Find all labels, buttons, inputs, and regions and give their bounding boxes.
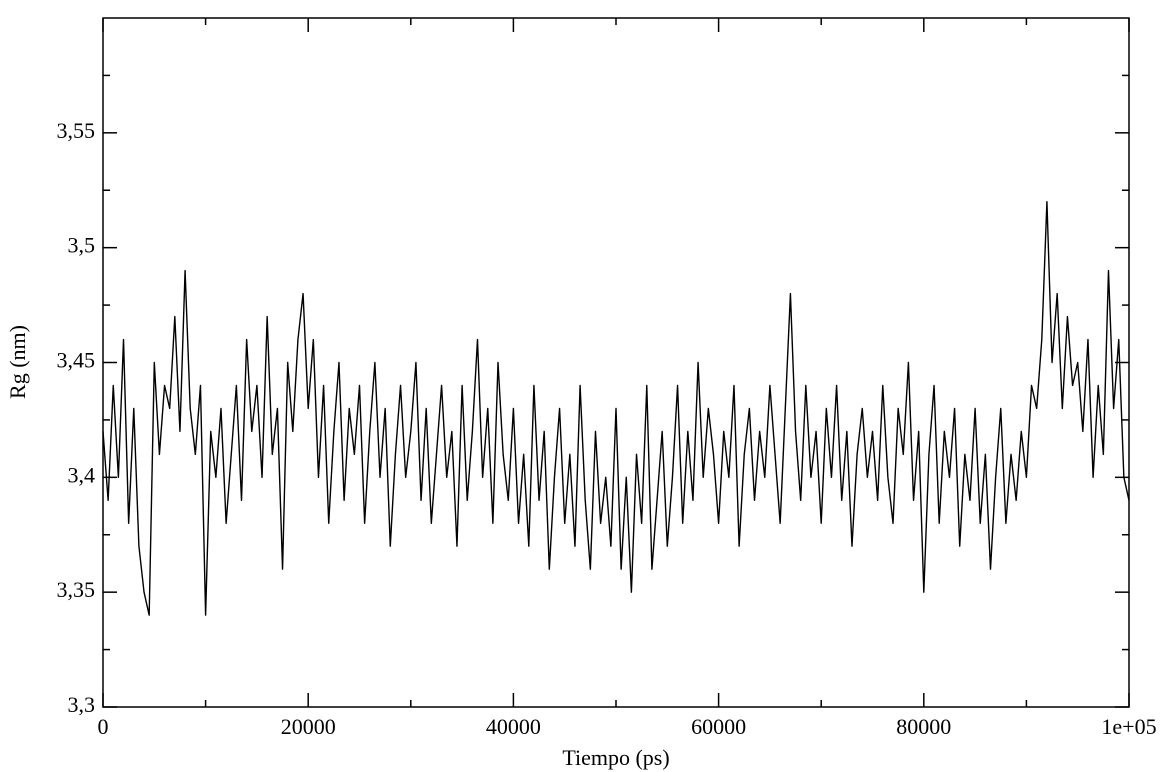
x-tick-label: 20000 <box>281 714 336 739</box>
x-tick-label: 40000 <box>486 714 541 739</box>
y-tick-label: 3,4 <box>68 462 96 487</box>
y-tick-label: 3,55 <box>57 118 96 143</box>
y-tick-label: 3,3 <box>68 692 96 717</box>
x-tick-label: 1e+05 <box>1101 714 1156 739</box>
y-axis-label: Rg (nm) <box>5 325 30 399</box>
y-tick-label: 3,35 <box>57 577 96 602</box>
plot-frame <box>102 17 1130 708</box>
data-line <box>102 201 1130 616</box>
x-tick-label: 60000 <box>691 714 746 739</box>
x-tick-label: 0 <box>98 714 109 739</box>
y-tick-label: 3,5 <box>68 233 96 258</box>
x-tick-label: 80000 <box>896 714 951 739</box>
y-tick-label: 3,45 <box>57 348 96 373</box>
x-axis-label: Tiempo (ps) <box>562 745 669 770</box>
